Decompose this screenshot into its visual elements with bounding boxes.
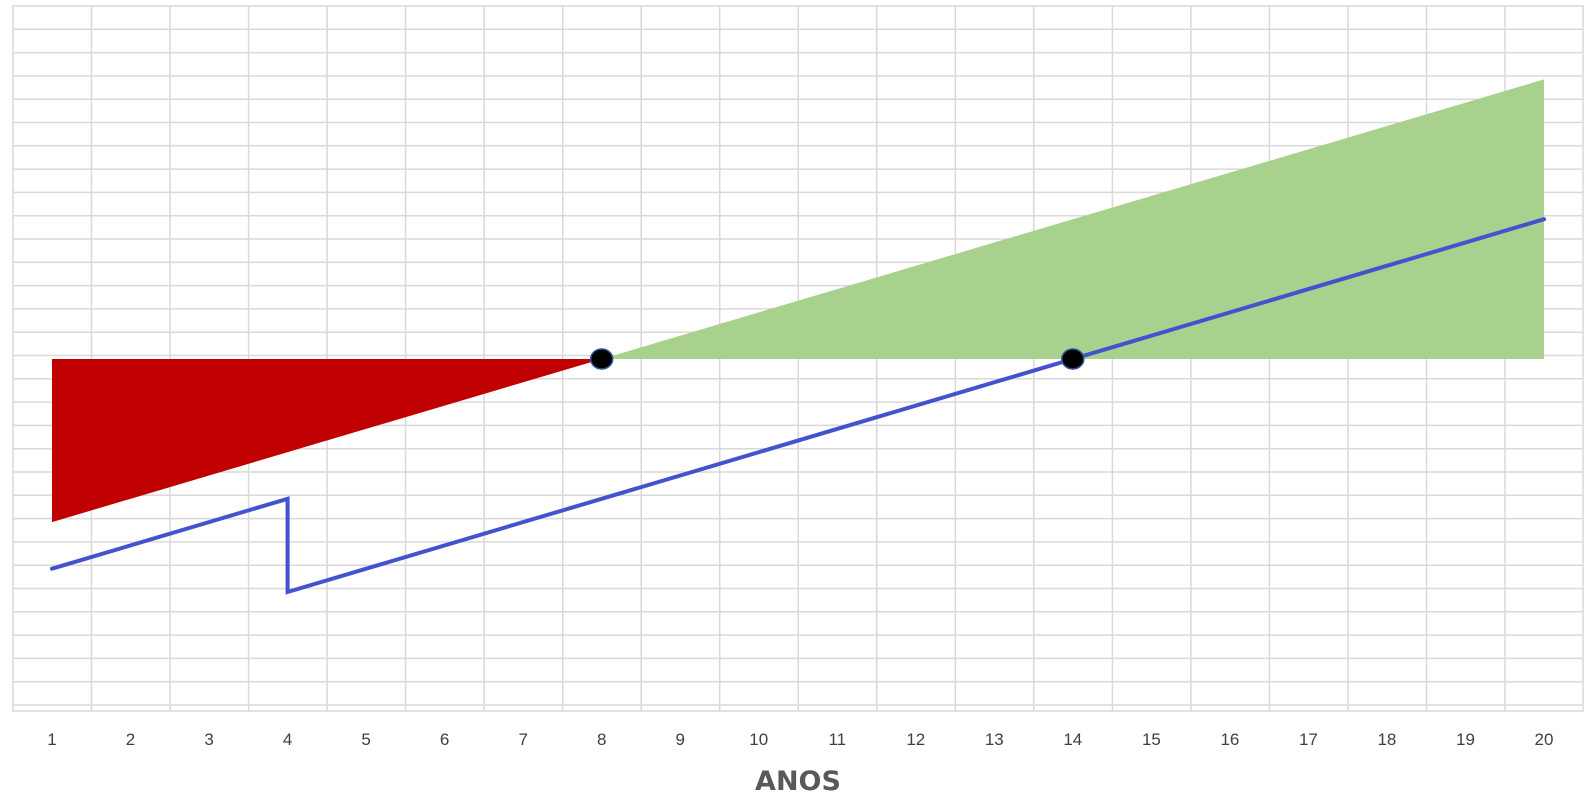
marker-point-1 bbox=[589, 348, 614, 370]
markers bbox=[589, 348, 1085, 370]
x-tick-label: 15 bbox=[1142, 730, 1161, 749]
x-tick-label: 11 bbox=[828, 730, 846, 749]
x-axis-label: ANOS bbox=[755, 766, 841, 797]
x-tick-label: 4 bbox=[283, 730, 292, 749]
x-tick-label: 20 bbox=[1535, 730, 1554, 749]
x-tick-label: 19 bbox=[1456, 730, 1475, 749]
x-tick-label: 9 bbox=[675, 730, 684, 749]
x-tick-label: 5 bbox=[361, 730, 370, 749]
line-series-3 bbox=[50, 217, 1546, 595]
x-tick-label: 2 bbox=[126, 730, 135, 749]
x-tick-label: 16 bbox=[1220, 730, 1239, 749]
x-tick-label: 6 bbox=[440, 730, 449, 749]
gridlines bbox=[12, 5, 1584, 712]
x-tick-label: 17 bbox=[1299, 730, 1318, 749]
x-tick-label: 12 bbox=[906, 730, 925, 749]
line-series bbox=[50, 217, 1546, 595]
x-tick-label: 13 bbox=[985, 730, 1004, 749]
area-series-2 bbox=[601, 79, 1544, 360]
x-tick-labels: 1 2 3 4 5 6 7 8 9 10 11 12 13 14 15 16 17 18 19 20 bbox=[47, 730, 1553, 749]
x-tick-label: 7 bbox=[518, 730, 527, 749]
x-tick-label: 14 bbox=[1063, 730, 1082, 749]
x-tick-label: 1 bbox=[47, 730, 56, 749]
x-tick-label: 8 bbox=[597, 730, 606, 749]
marker-point-2 bbox=[1061, 348, 1085, 370]
x-tick-label: 3 bbox=[204, 730, 213, 749]
x-tick-label: 10 bbox=[749, 730, 768, 749]
x-tick-label: 18 bbox=[1377, 730, 1396, 749]
area-series-1 bbox=[52, 359, 602, 523]
